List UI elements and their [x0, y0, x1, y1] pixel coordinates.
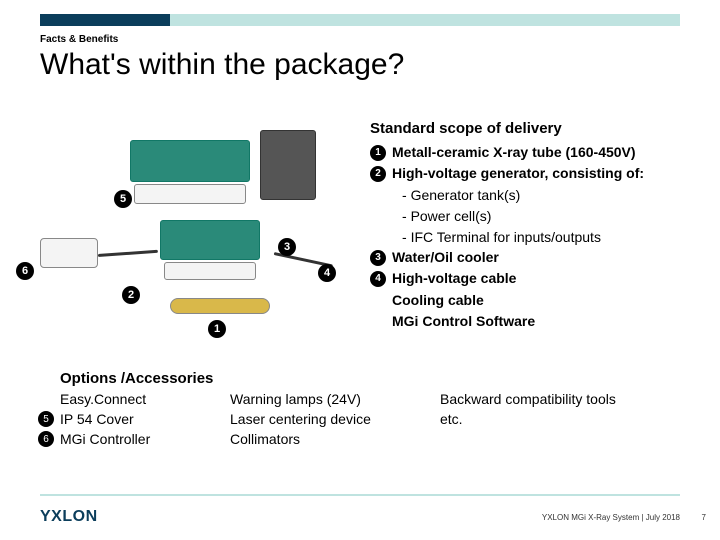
- scope-item-text: High-voltage cable: [392, 269, 516, 288]
- options-grid: Easy.Connect Warning lamps (24V) Backwar…: [60, 391, 680, 447]
- scope-item-4: 4 High-voltage cable: [370, 269, 706, 288]
- opt-cell: Laser centering device: [230, 411, 430, 427]
- opt-cell: 6MGi Controller: [60, 431, 220, 447]
- kicker-text: Facts & Benefits: [40, 34, 118, 45]
- opt-text: etc.: [440, 411, 463, 427]
- opt-text: Collimators: [230, 431, 300, 447]
- scope-item-1: 1 Metall-ceramic X-ray tube (160-450V): [370, 143, 706, 162]
- opt-cell: etc.: [440, 411, 680, 427]
- equipment-illustration: 5 6 2 3 4 1: [40, 120, 360, 340]
- slide: Facts & Benefits What's within the packa…: [0, 0, 720, 540]
- opt-cell: Collimators: [230, 431, 430, 447]
- scope-item-text: Water/Oil cooler: [392, 248, 499, 267]
- scope-plain-item: MGi Control Software: [392, 311, 706, 332]
- callout-4: 4: [318, 264, 336, 282]
- scope-subitem: Power cell(s): [402, 206, 706, 227]
- accent-light: [170, 14, 680, 26]
- options-heading: Options /Accessories: [60, 370, 680, 387]
- bullet-num-icon: 5: [38, 411, 54, 427]
- scope-subitem: IFC Terminal for inputs/outputs: [402, 227, 706, 248]
- equip-base: [134, 184, 246, 204]
- scope-item-2: 2 High-voltage generator, consisting of:: [370, 164, 706, 183]
- accent-dark: [40, 14, 170, 26]
- equip-tube: [170, 298, 270, 314]
- footnote-text: YXLON MGi X-Ray System | July 2018: [542, 513, 680, 522]
- opt-text: MGi Controller: [60, 431, 150, 447]
- bullet-num-icon: 4: [370, 271, 386, 287]
- scope-subitem: Generator tank(s): [402, 185, 706, 206]
- top-accent-bar: [40, 14, 680, 26]
- bullet-num-icon: 3: [370, 250, 386, 266]
- opt-cell: 5IP 54 Cover: [60, 411, 220, 427]
- scope-item-3: 3 Water/Oil cooler: [370, 248, 706, 267]
- opt-cell: Backward compatibility tools: [440, 391, 680, 407]
- bullet-num-icon: 1: [370, 145, 386, 161]
- scope-heading: Standard scope of delivery: [370, 120, 706, 137]
- page-title: What's within the package?: [40, 48, 404, 82]
- callout-2: 2: [122, 286, 140, 304]
- scope-item-text: High-voltage generator, consisting of:: [392, 164, 644, 183]
- opt-text: Easy.Connect: [60, 391, 146, 407]
- equip-cable2: [98, 250, 158, 257]
- callout-6: 6: [16, 262, 34, 280]
- equip-generator: [130, 140, 250, 182]
- bullet-num-icon: 6: [38, 431, 54, 447]
- scope-item-text: Metall-ceramic X-ray tube (160-450V): [392, 143, 636, 162]
- brand-logo: YXLON: [40, 508, 98, 526]
- callout-1: 1: [208, 320, 226, 338]
- bullet-num-icon: 2: [370, 166, 386, 182]
- callout-3: 3: [278, 238, 296, 256]
- callout-5: 5: [114, 190, 132, 208]
- page-number: 7: [702, 513, 706, 522]
- equip-cooler: [260, 130, 316, 200]
- opt-text: Warning lamps (24V): [230, 391, 361, 407]
- scope-plain-item: Cooling cable: [392, 290, 706, 311]
- equip-powercell: [160, 220, 260, 260]
- options-accessories: Options /Accessories Easy.Connect Warnin…: [60, 370, 680, 447]
- opt-text: Laser centering device: [230, 411, 371, 427]
- footer-divider: [40, 494, 680, 496]
- opt-text: IP 54 Cover: [60, 411, 134, 427]
- equip-base2: [164, 262, 256, 280]
- scope-of-delivery: Standard scope of delivery 1 Metall-cera…: [370, 120, 706, 332]
- opt-text: Backward compatibility tools: [440, 391, 616, 407]
- equip-controller: [40, 238, 98, 268]
- opt-cell: Easy.Connect: [60, 391, 220, 407]
- opt-cell: Warning lamps (24V): [230, 391, 430, 407]
